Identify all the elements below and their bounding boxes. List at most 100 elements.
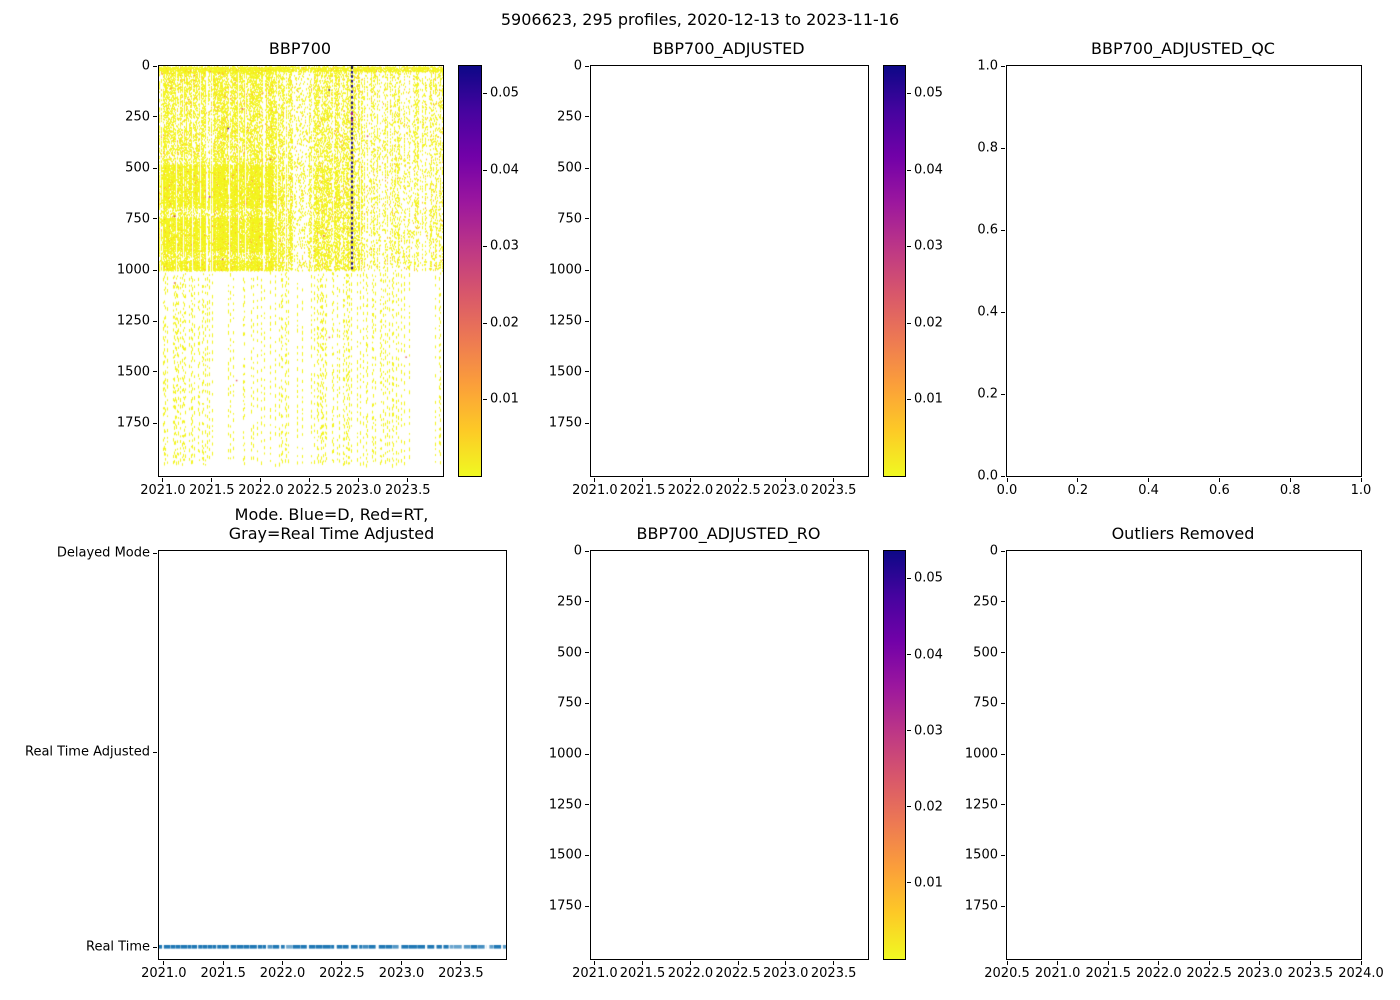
y-tick-mark (153, 167, 157, 169)
x-tick-mark (1259, 961, 1261, 965)
y-tick-label: 0 (573, 543, 582, 559)
y-tick-mark (153, 422, 157, 424)
y-tick-mark (153, 946, 157, 948)
colorbar-tick-mark (907, 730, 911, 732)
y-tick-mark (1001, 65, 1005, 67)
axes-outliers-removed: 2020.5 2021.0 2021.5 2022.0 2022.5 2023.0 2023… (965, 545, 1384, 981)
x-tick-mark (689, 961, 691, 965)
colorbar-bbp700: 0.05 0.04 0.03 0.02 0.01 (458, 65, 519, 477)
y-tick-mark (585, 218, 589, 220)
x-tick-label: 2021.0 (572, 483, 618, 498)
x-tick-mark (833, 478, 835, 482)
colorbar-tick-label: 0.03 (914, 723, 943, 739)
x-tick-label: 2022.5 (319, 966, 365, 981)
y-tick-mark (585, 702, 589, 704)
x-tick-mark (1309, 961, 1311, 965)
axes-bbp700-adjusted: 2021.0 2021.5 2022.0 2022.5 2023.0 2023.5 0 250… (549, 60, 869, 497)
y-tick-label: 500 (125, 160, 150, 176)
y-tick-mark (1001, 229, 1005, 231)
x-tick-label: 2022.5 (287, 483, 333, 498)
y-tick-label: 1750 (116, 415, 150, 431)
x-tick-mark (309, 478, 311, 482)
colorbar-tick-label: 0.04 (914, 162, 943, 178)
axes-bbp700: 2021.0 2021.5 2022.0 2022.5 2023.0 2023.5 0 250… (117, 60, 444, 497)
y-tick-mark (1001, 475, 1005, 477)
y-tick-label: 1500 (548, 364, 582, 380)
x-tick-label: 2022.5 (715, 966, 761, 981)
y-tick-label: 750 (973, 695, 998, 711)
y-tick-label: 750 (125, 211, 150, 227)
axes-bbp700-adjusted-qc: 0.0 0.2 0.4 0.6 0.8 1.0 1.0 0.8 0.6 0.4 0.2 0.0 (977, 60, 1371, 498)
y-tick-label: 500 (557, 645, 582, 661)
colorbar-tick-mark (483, 322, 487, 324)
y-tick-mark (153, 371, 157, 373)
colorbar-tick-label: 0.05 (490, 85, 519, 101)
y-tick-mark (1001, 905, 1005, 907)
x-tick-mark (1006, 478, 1008, 482)
y-tick-label: 1750 (548, 898, 582, 914)
y-tick-label: 1750 (964, 898, 998, 914)
x-tick-mark (1006, 961, 1008, 965)
x-tick-mark (460, 961, 462, 965)
panel-title-bbp700-adjusted-ro: BBP700_ADJUSTED_RO (636, 523, 821, 543)
x-tick-mark (1289, 478, 1291, 482)
y-tick-label: 0.6 (977, 222, 998, 238)
x-tick-label: 2022.5 (715, 483, 761, 498)
y-tick-mark (153, 320, 157, 322)
colorbar-tick-mark (907, 322, 911, 324)
x-tick-mark (1158, 961, 1160, 965)
x-tick-label: 1.0 (1350, 483, 1372, 498)
y-tick-label: Real Time (86, 939, 150, 955)
panel-title-bbp700: BBP700 (268, 38, 332, 58)
panel-title-bbp700-adjusted: BBP700_ADJUSTED (652, 38, 805, 58)
x-tick-mark (358, 478, 360, 482)
x-tick-label: 2021.5 (619, 966, 666, 981)
y-tick-mark (1001, 393, 1005, 395)
y-tick-mark (153, 751, 157, 753)
x-tick-label: 2023.5 (1287, 966, 1334, 981)
y-tick-label: 0.4 (977, 304, 998, 320)
y-tick-label: 500 (973, 645, 998, 661)
panel-title-mode: Mode. Blue=D, Red=RT, Gray=Real Time Adj… (228, 505, 435, 543)
x-tick-label: 2021.5 (619, 483, 666, 498)
y-tick-label: 0.2 (977, 386, 998, 402)
x-tick-mark (594, 961, 596, 965)
colorbar-tick-label: 0.03 (490, 238, 519, 254)
y-tick-label: 1250 (548, 313, 582, 329)
y-tick-label: 1000 (116, 262, 150, 278)
x-tick-mark (737, 961, 739, 965)
y-tick-label: 750 (557, 695, 582, 711)
x-tick-mark (222, 961, 224, 965)
colorbar-tick-mark (907, 398, 911, 400)
y-tick-label: 1250 (964, 797, 998, 813)
x-tick-mark (1057, 961, 1059, 965)
colorbar-tick-label: 0.04 (914, 647, 943, 663)
x-tick-mark (594, 478, 596, 482)
x-tick-mark (260, 478, 262, 482)
x-tick-label: 0.0 (996, 483, 1018, 498)
x-tick-label: 2023.0 (1237, 966, 1283, 981)
y-tick-mark (1001, 601, 1005, 603)
y-tick-label: 250 (973, 594, 998, 610)
y-tick-mark (1001, 147, 1005, 149)
x-tick-mark (642, 478, 644, 482)
x-tick-mark (163, 961, 165, 965)
colorbar-tick-mark (907, 169, 911, 171)
x-tick-mark (1208, 961, 1210, 965)
x-tick-label: 2023.0 (762, 483, 809, 498)
y-tick-label: 1000 (548, 262, 582, 278)
y-tick-label: 1750 (548, 415, 582, 431)
y-tick-label: 1500 (116, 364, 150, 380)
x-tick-label: 2023.0 (762, 966, 809, 981)
colorbar-tick-mark (907, 245, 911, 247)
axes-mode: 2021.0 2021.5 2022.0 2022.5 2023.0 2023.5 Dela… (25, 547, 507, 980)
x-tick-label: 2022.0 (238, 483, 284, 498)
y-tick-mark (585, 550, 589, 552)
y-tick-label: 0 (989, 543, 998, 559)
y-tick-mark (153, 218, 157, 220)
x-tick-mark (401, 961, 403, 965)
y-tick-mark (585, 320, 589, 322)
colorbar-tick-mark (907, 806, 911, 808)
y-tick-label: Delayed Mode (56, 545, 150, 561)
y-tick-mark (1001, 804, 1005, 806)
